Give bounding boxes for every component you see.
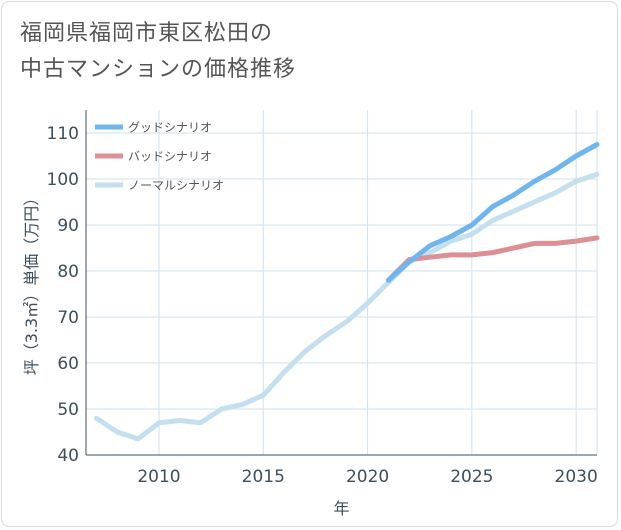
- y-tick-label-50: 50: [57, 400, 79, 420]
- axes: [85, 110, 597, 456]
- y-tick-label-100: 100: [47, 170, 79, 190]
- x-tick-label-2020: 2020: [346, 467, 389, 487]
- series-line-normal: [93, 171, 600, 442]
- legend-label-normal: ノーマルシナリオ: [128, 179, 224, 193]
- x-tick-label-2030: 2030: [555, 467, 598, 487]
- y-axis-label: 坪（3.3㎡）単価（万円）: [22, 190, 41, 375]
- x-tick-label-2025: 2025: [450, 467, 493, 487]
- legend-label-good: グッドシナリオ: [128, 121, 212, 135]
- chart-title: 福岡県福岡市東区松田の 中古マンションの価格推移: [20, 16, 296, 88]
- series-line-good: [385, 142, 600, 283]
- legend-label-bad: バッドシナリオ: [128, 150, 212, 164]
- title-line-2: 中古マンションの価格推移: [20, 57, 297, 82]
- y-tick-label-110: 110: [47, 124, 79, 144]
- x-tick-label-2010: 2010: [137, 467, 180, 487]
- y-tick-label-40: 40: [57, 446, 79, 466]
- series-line-bad: [385, 235, 600, 283]
- y-tick-label-90: 90: [57, 216, 79, 236]
- y-tick-label-80: 80: [57, 262, 79, 282]
- x-tick-label-2015: 2015: [242, 467, 285, 487]
- tick-labels: 40 50 60 70 80 90 100 110 2010 2015 2020 2025 2030: [47, 124, 598, 487]
- series-lines: [93, 142, 600, 442]
- title-line-1: 福岡県福岡市東区松田の: [20, 21, 274, 46]
- y-tick-label-70: 70: [57, 308, 79, 328]
- x-axis-label: 年: [333, 499, 349, 518]
- y-tick-label-60: 60: [57, 354, 79, 374]
